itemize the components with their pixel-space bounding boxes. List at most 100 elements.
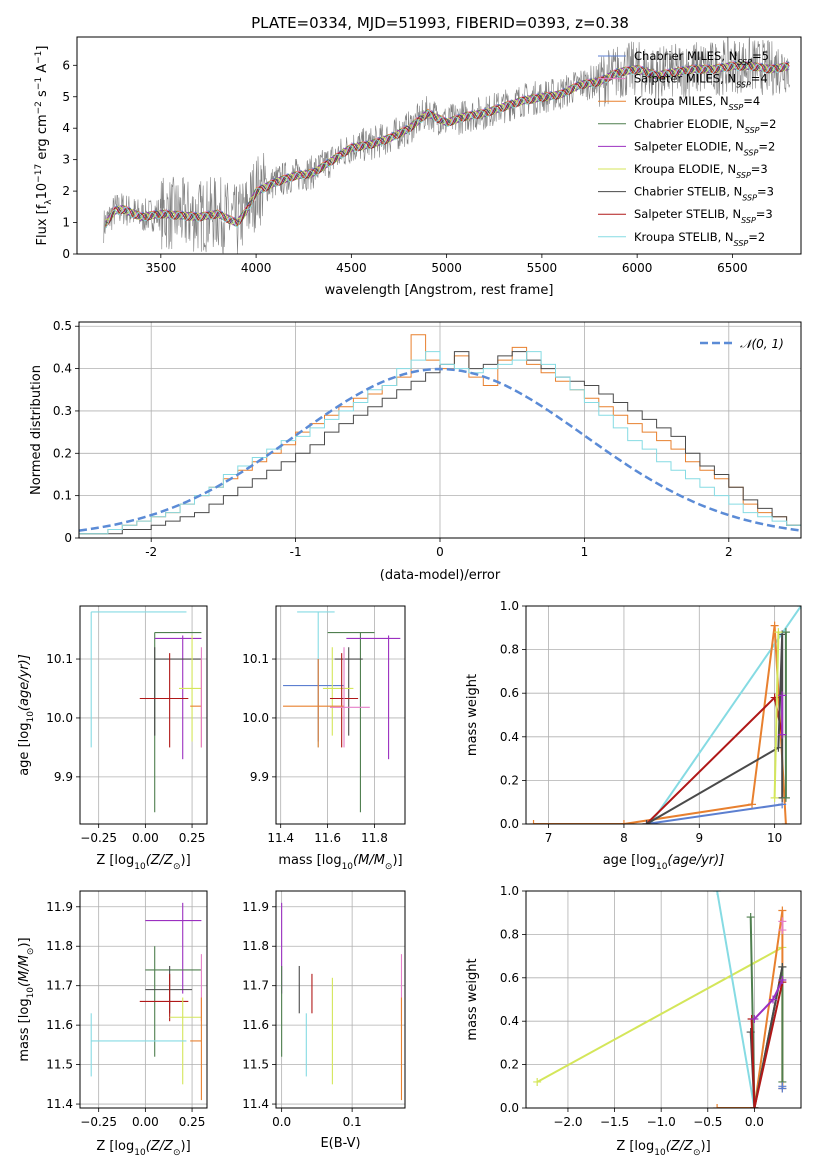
label-part: ⊙ <box>385 862 393 872</box>
x-tick-label: 6000 <box>622 261 653 275</box>
y-tick-label: 0.6 <box>500 971 519 985</box>
model-spectrum-line <box>105 62 790 227</box>
weight-marker <box>746 913 755 922</box>
y-tick-label: 0 <box>64 531 72 545</box>
y-tick-label: 0 <box>62 247 70 261</box>
label-part: )] <box>17 937 32 947</box>
x-tick-label: 0.00 <box>132 831 159 845</box>
legend-label: Chabrier STELIB, NSSP=3 <box>634 185 774 203</box>
y-tick-label: 0.5 <box>53 319 72 333</box>
y-axis-label: mass weight <box>465 958 480 1040</box>
x-tick-label: 5500 <box>527 261 558 275</box>
legend-label: Salpeter STELIB, NSSP=3 <box>634 207 773 225</box>
axes-frame <box>525 890 802 1109</box>
label-part: erg cm <box>35 114 50 163</box>
y-tick-label: 0.1 <box>53 489 72 503</box>
label-part: 10 <box>134 1148 146 1158</box>
label-part: Flux [f <box>35 204 50 245</box>
plot-area <box>533 891 787 1108</box>
y-tick-label: 11.9 <box>46 900 73 914</box>
weight-line <box>773 632 780 798</box>
label-part: (Z/Z <box>666 1139 694 1154</box>
x-tick-label: −2.0 <box>553 1115 582 1129</box>
label-part: −1 <box>34 51 44 64</box>
x-tick-label: 0.00 <box>132 1115 159 1129</box>
label-part: Z [log <box>96 853 134 868</box>
y-tick-label: 11.9 <box>242 900 269 914</box>
y-axis-label: Flux [fλ10−17 erg cm−2 s−1 A−1] <box>34 46 54 246</box>
x-axis-label: Z [log10(Z/Z⊙)] <box>96 1139 190 1158</box>
legend-label-part: SSP <box>736 80 751 89</box>
legend-label-part: Kroupa ELODIE, N <box>634 162 736 176</box>
x-tick-label: 3500 <box>146 261 177 275</box>
label-part: s <box>35 90 50 101</box>
y-tick-label: 10.1 <box>242 652 269 666</box>
x-tick-label: −1.0 <box>647 1115 676 1129</box>
label-part: age [log <box>17 723 32 776</box>
legend-label: Chabrier ELODIE, NSSP=2 <box>634 117 776 135</box>
x-tick-label: 0.25 <box>179 831 206 845</box>
plot-area <box>103 37 790 254</box>
x-axis-label: wavelength [Angstrom, rest frame] <box>325 283 554 298</box>
weight-marker <box>713 891 722 895</box>
weight-marker <box>770 793 779 802</box>
x-tick-label: 0.0 <box>745 1115 764 1129</box>
label-part: −1 <box>34 77 44 90</box>
model-spectrum-line <box>105 61 790 225</box>
label-part: (Z/Z <box>146 1139 174 1154</box>
figure-title: PLATE=0334, MJD=51993, FIBERID=0393, z=0… <box>251 14 629 32</box>
label-part: −17 <box>34 164 44 183</box>
label-part: (age/yr)] <box>17 654 32 711</box>
legend-label-part: Chabrier ELODIE, N <box>634 117 745 131</box>
x-tick-label: 9 <box>695 831 703 845</box>
weight-marker <box>619 820 628 824</box>
weight-line <box>645 695 784 824</box>
label-part: Z [log <box>616 1139 654 1154</box>
y-tick-label: 0.2 <box>500 773 519 787</box>
y-tick-label: 0.8 <box>500 927 519 941</box>
weight-marker <box>746 1028 755 1037</box>
y-tick-label: 9.9 <box>54 770 73 784</box>
model-spectrum-line <box>105 61 790 226</box>
label-part: 10 <box>654 1148 666 1158</box>
label-part: ⊙ <box>26 948 36 956</box>
x-tick-label: -2 <box>145 545 157 559</box>
plot-area <box>281 902 403 1101</box>
histogram-step <box>79 351 801 538</box>
y-tick-label: 11.5 <box>46 1058 73 1072</box>
y-tick-label: 0.3 <box>53 404 72 418</box>
y-tick-label: 2 <box>62 184 70 198</box>
weight-marker <box>778 906 787 915</box>
y-tick-label: 9.9 <box>250 770 269 784</box>
y-tick-label: 10.0 <box>46 711 73 725</box>
x-tick-label: 0.0 <box>272 1115 291 1129</box>
x-tick-label: 11.6 <box>314 831 341 845</box>
legend-label-part: =2 <box>760 117 777 131</box>
y-tick-label: 0.0 <box>500 817 519 831</box>
label-part: )] <box>181 853 191 868</box>
legend-label-part: SSP <box>734 238 749 247</box>
legend-label-part: Chabrier MILES, N <box>634 49 737 63</box>
plot-area <box>90 902 202 1101</box>
label-part: (age/yr)] <box>667 853 724 868</box>
weight-marker <box>778 730 787 739</box>
axes-frame <box>525 605 802 825</box>
y-tick-label: 11.4 <box>242 1097 269 1111</box>
x-tick-label: −1.5 <box>600 1115 629 1129</box>
label-part: (M/M <box>353 853 385 868</box>
weight-marker <box>781 628 790 637</box>
x-tick-label: -1 <box>290 545 302 559</box>
y-tick-label: 0.4 <box>53 362 72 376</box>
x-tick-label: 4000 <box>241 261 272 275</box>
x-tick-label: 11.4 <box>267 831 294 845</box>
legend-label-part: Kroupa STELIB, N <box>634 230 734 244</box>
weight-line <box>716 891 756 1108</box>
y-tick-label: 6 <box>62 58 70 72</box>
y-tick-label: 4 <box>62 121 70 135</box>
x-axis-label: mass [log10(M/M⊙)] <box>278 853 402 872</box>
x-tick-label: −0.5 <box>693 1115 722 1129</box>
y-tick-label: 0.2 <box>500 1058 519 1072</box>
legend-label-part: Salpeter MILES, N <box>634 72 736 86</box>
x-tick-label: 2 <box>725 545 733 559</box>
y-tick-label: 0.4 <box>500 1014 519 1028</box>
